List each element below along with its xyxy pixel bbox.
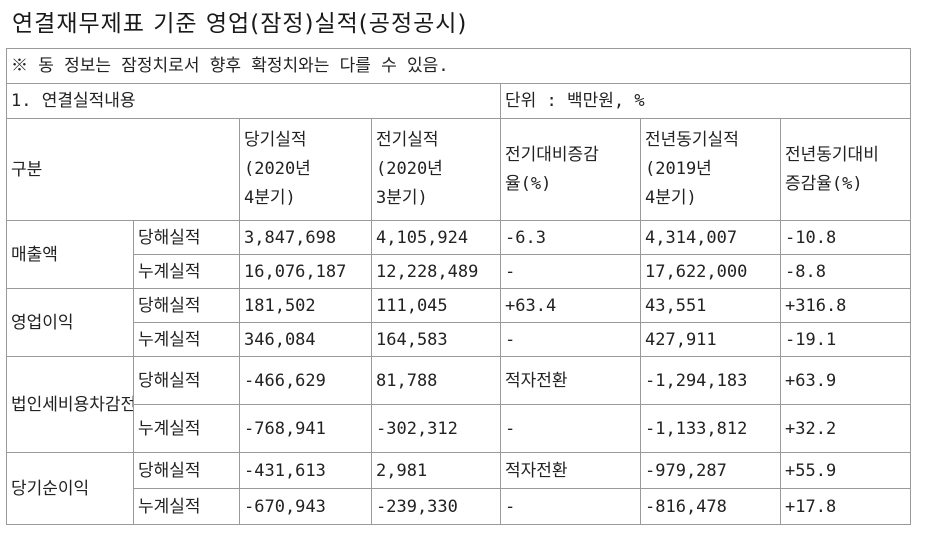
yoy-cell: +55.9	[779, 452, 912, 489]
qoq-header: 전기대비증감 율(%)	[500, 118, 641, 221]
current-cell: -431,613	[239, 452, 372, 489]
table-row: 당기순이익 당해실적 -431,613 2,981 적자전환 -979,287 …	[6, 452, 912, 525]
yoy-header-line2: 증감율(%)	[785, 173, 863, 194]
type-cell: 당해실적	[133, 452, 240, 489]
prior-year-cell: 427,911	[640, 322, 781, 357]
qoq-header-line2: 율(%)	[505, 173, 552, 194]
qoq-cell: -	[500, 322, 641, 357]
qoq-cell: 적자전환	[500, 356, 641, 405]
qoq-header-line1: 전기대비증감	[505, 144, 599, 165]
type-cell: 누계실적	[133, 254, 240, 289]
prior-year-cell: -979,287	[640, 452, 781, 489]
current-header-period-1: (2020년	[244, 159, 311, 179]
previous-cell: 2,981	[371, 452, 501, 489]
qoq-cell: -	[500, 254, 641, 289]
prior-year-header-period-1: (2019년	[645, 159, 712, 179]
notice-row: ※ 동 정보는 잠정치로서 향후 확정치와는 다를 수 있음.	[5, 48, 912, 84]
previous-header: 전기실적 (2020년 3분기)	[371, 118, 501, 221]
yoy-cell: -8.8	[779, 254, 912, 289]
prior-year-cell: -1,133,812	[640, 404, 781, 453]
current-cell: -466,629	[239, 356, 372, 405]
previous-cell: 164,583	[371, 322, 501, 357]
table-row: 누계실적 346,084 164,583 - 427,911 -19.1	[7, 322, 912, 357]
category-label: 매출액	[6, 220, 134, 289]
unit-label: 단위 : 백만원, %	[499, 83, 912, 119]
yoy-header: 전년동기대비 증감율(%)	[779, 118, 912, 221]
previous-header-period-1: (2020년	[376, 159, 443, 179]
previous-cell: -239,330	[371, 488, 501, 525]
yoy-cell: -19.1	[779, 322, 912, 357]
current-cell: 16,076,187	[239, 254, 372, 289]
current-cell: -768,941	[239, 404, 372, 453]
header-row: 구분 당기실적 (2020년 4분기) 전기실적 (2020년 3분기) 전기대…	[6, 118, 912, 221]
type-cell: 누계실적	[133, 488, 240, 525]
prior-year-cell: 43,551	[640, 288, 781, 323]
current-cell: -670,943	[239, 488, 372, 525]
current-cell: 3,847,698	[239, 220, 372, 255]
notice-text: ※ 동 정보는 잠정치로서 향후 확정치와는 다를 수 있음.	[5, 48, 912, 84]
previous-cell: 12,228,489	[371, 254, 501, 289]
type-cell: 당해실적	[133, 356, 240, 405]
current-cell: 346,084	[239, 322, 372, 357]
current-header-label: 당기실적	[244, 130, 307, 150]
qoq-cell: -6.3	[500, 220, 641, 255]
qoq-cell: -	[500, 488, 641, 525]
category-label: 당기순이익	[6, 452, 134, 525]
type-cell: 누계실적	[133, 322, 240, 357]
type-cell: 누계실적	[133, 404, 240, 453]
yoy-cell: +32.2	[779, 404, 912, 453]
section-title: 1. 연결실적내용	[6, 83, 501, 119]
earnings-table: ※ 동 정보는 잠정치로서 향후 확정치와는 다를 수 있음. 1. 연결실적내…	[5, 48, 912, 525]
prior-year-cell: -1,294,183	[640, 356, 781, 405]
yoy-cell: +63.9	[779, 356, 912, 405]
prior-year-header-period-2: 4분기)	[645, 188, 697, 208]
previous-cell: 4,105,924	[371, 220, 501, 255]
category-label: 법인세비용차감전계속사업이익	[6, 356, 134, 453]
type-cell: 당해실적	[133, 288, 240, 323]
table-row: 영업이익 당해실적 181,502 111,045 +63.4 43,551 +…	[6, 288, 912, 357]
prior-year-cell: 4,314,007	[640, 220, 781, 255]
section-row: 1. 연결실적내용 단위 : 백만원, %	[6, 83, 912, 119]
current-header-period-2: 4분기)	[244, 188, 296, 208]
prior-year-header: 전년동기실적 (2019년 4분기)	[640, 118, 781, 221]
table-row: 법인세비용차감전계속사업이익 당해실적 -466,629 81,788 적자전환…	[6, 356, 912, 453]
prior-year-cell: -816,478	[640, 488, 781, 525]
table-row: 매출액 당해실적 3,847,698 4,105,924 -6.3 4,314,…	[6, 220, 912, 289]
previous-header-period-2: 3분기)	[376, 188, 428, 208]
prior-year-header-label: 전년동기실적	[645, 130, 739, 150]
current-cell: 181,502	[239, 288, 372, 323]
page-title: 연결재무제표 기준 영업(잠정)실적(공정공시)	[12, 11, 468, 37]
previous-cell: 81,788	[371, 356, 501, 405]
previous-header-label: 전기실적	[376, 130, 439, 150]
table-row: 누계실적 16,076,187 12,228,489 - 17,622,000 …	[7, 254, 912, 289]
prior-year-cell: 17,622,000	[640, 254, 781, 289]
qoq-cell: 적자전환	[500, 452, 641, 489]
yoy-header-line1: 전년동기대비	[785, 144, 879, 165]
type-cell: 당해실적	[133, 220, 240, 255]
yoy-cell: +316.8	[779, 288, 912, 323]
previous-cell: -302,312	[371, 404, 501, 453]
current-header: 당기실적 (2020년 4분기)	[239, 118, 372, 221]
table-row: 누계실적 -670,943 -239,330 - -816,478 +17.8	[7, 488, 912, 525]
previous-cell: 111,045	[371, 288, 501, 323]
qoq-cell: +63.4	[500, 288, 641, 323]
yoy-cell: -10.8	[779, 220, 912, 255]
table-row: 누계실적 -768,941 -302,312 - -1,133,812 +32.…	[7, 404, 912, 453]
yoy-cell: +17.8	[779, 488, 912, 525]
qoq-cell: -	[500, 404, 641, 453]
category-header: 구분	[6, 118, 240, 221]
category-label: 영업이익	[6, 288, 134, 357]
